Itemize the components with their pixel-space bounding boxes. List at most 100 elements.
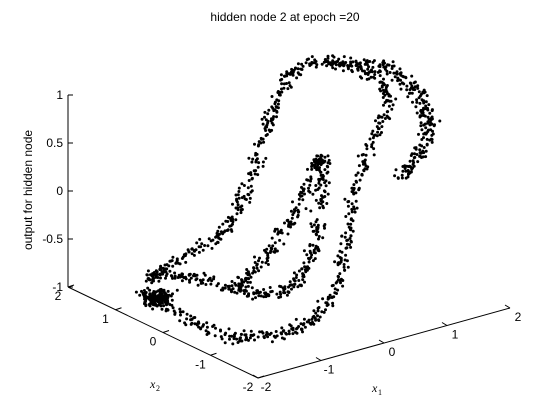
scatter-point: [170, 274, 174, 278]
scatter-point: [386, 92, 390, 96]
scatter-point: [273, 247, 277, 251]
scatter-point: [313, 58, 317, 62]
scatter-point: [301, 330, 304, 334]
scatter-point: [264, 293, 268, 297]
scatter-point: [424, 126, 428, 130]
scatter-point: [361, 153, 365, 156]
scatter-point: [357, 65, 361, 69]
scatter-point: [325, 171, 329, 175]
scatter-point: [360, 173, 364, 177]
scatter-point: [403, 167, 407, 170]
scatter-point: [294, 276, 298, 279]
scatter-point: [332, 55, 336, 59]
scatter-point: [415, 153, 419, 156]
scatter-point: [280, 77, 284, 81]
scatter-point: [243, 333, 247, 337]
scatter-point: [354, 173, 358, 177]
scatter-point: [385, 98, 389, 102]
scatter-point: [419, 124, 423, 128]
scatter-point: [422, 99, 426, 103]
scatter-point: [349, 240, 353, 244]
scatter-point: [257, 269, 261, 273]
scatter-point: [161, 301, 164, 305]
scatter-point: [362, 168, 366, 172]
scatter-point: [254, 169, 258, 173]
axes: -1 -0.5 0 0.5 1 -2 -1 0 1 2 -2 -1 0 1 2: [42, 88, 521, 394]
scatter-point: [297, 269, 301, 273]
scatter-point: [242, 329, 246, 333]
x2-axis-label-main: x: [149, 377, 156, 391]
scatter-point: [222, 230, 226, 234]
scatter-point: [301, 274, 305, 278]
scatter-point: [317, 235, 321, 238]
scatter-point: [235, 200, 239, 204]
x1-tick-label: -2: [261, 380, 272, 394]
scatter-point: [291, 326, 295, 330]
scatter-point: [273, 335, 277, 339]
scatter-point: [204, 329, 208, 333]
scatter-point: [346, 64, 350, 67]
scatter-point: [287, 72, 291, 76]
scatter-point: [236, 193, 240, 197]
scatter-point: [350, 70, 354, 74]
scatter-point: [261, 122, 265, 126]
scatter-point: [314, 184, 318, 187]
scatter-point: [260, 260, 264, 264]
scatter-point: [349, 234, 353, 238]
scatter-point: [266, 263, 270, 266]
scatter-point: [338, 272, 342, 276]
scatter-point: [314, 232, 318, 236]
scatter-point: [412, 81, 416, 85]
scatter-point: [274, 330, 278, 333]
scatter-point: [299, 322, 303, 326]
scatter-point: [403, 164, 407, 168]
scatter-point: [300, 191, 304, 195]
scatter-point: [421, 155, 425, 159]
scatter-point: [269, 331, 273, 335]
scatter-point: [325, 202, 329, 205]
scatter-point: [252, 292, 256, 296]
scatter-point: [431, 129, 434, 133]
scatter-point: [265, 133, 269, 136]
scatter-point: [233, 281, 237, 285]
scatter-point: [317, 181, 321, 185]
scatter-point: [160, 292, 164, 296]
x2-tick-mark: [162, 330, 170, 333]
scatter-point: [326, 192, 330, 196]
scatter-point: [178, 262, 182, 266]
scatter-point: [377, 64, 381, 68]
scatter-point: [193, 322, 197, 326]
scatter-point: [350, 207, 354, 211]
scatter-point: [253, 142, 256, 146]
scatter-point: [276, 102, 280, 106]
scatter-point: [390, 67, 394, 70]
scatter-point: [366, 67, 370, 71]
scatter-point: [261, 331, 265, 335]
scatter-point: [163, 294, 166, 298]
scatter-point: [380, 84, 384, 88]
scatter-point: [341, 69, 345, 73]
scatter-point: [297, 197, 301, 201]
scatter-point: [240, 182, 244, 186]
x2-tick-mark: [257, 375, 265, 379]
scatter-point: [299, 327, 303, 331]
scatter-point: [316, 223, 320, 227]
scatter-point: [146, 269, 150, 273]
x1-tick-mark: [441, 322, 448, 326]
scatter-point: [413, 155, 417, 159]
scatter-point: [320, 154, 324, 158]
scatter-point: [396, 76, 400, 80]
scatter-point: [300, 185, 303, 189]
scatter-point: [184, 275, 187, 279]
scatter-point: [160, 307, 164, 311]
scatter-point: [323, 223, 327, 226]
scatter-point: [171, 264, 175, 268]
scatter-point: [302, 261, 306, 265]
scatter-point: [402, 75, 406, 79]
scatter-point: [152, 279, 155, 283]
x1-tick-label: 2: [515, 310, 522, 324]
scatter-point: [314, 198, 318, 202]
scatter-point: [194, 248, 198, 252]
scatter-point: [227, 287, 231, 291]
scatter-point: [231, 342, 235, 346]
